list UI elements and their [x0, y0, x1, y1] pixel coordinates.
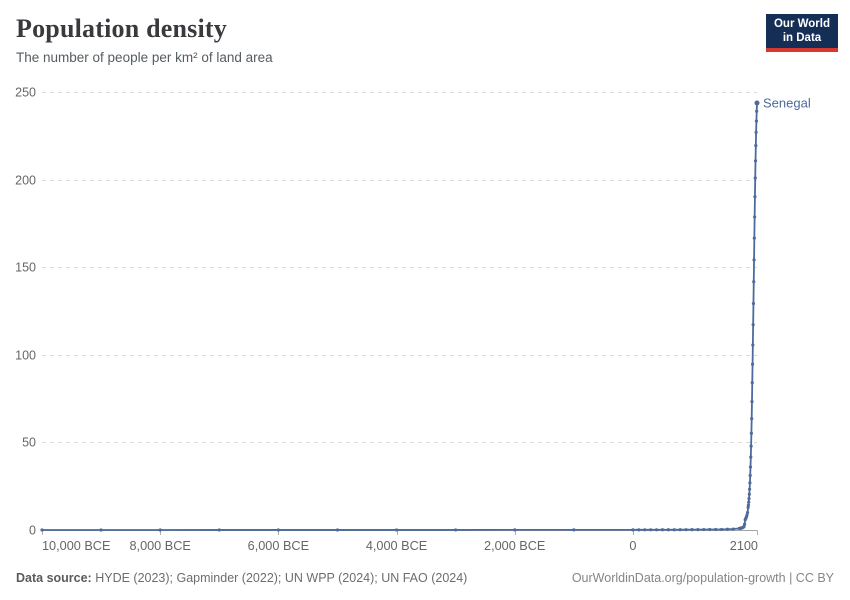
data-point-marker: [40, 528, 44, 532]
data-point-marker: [752, 236, 756, 240]
line-chart-canvas[interactable]: 0 50 100 150 200 250 10,000 BCE 8,000 BCE 6,000 …: [0, 80, 850, 572]
y-axis-tick-label: 0: [29, 524, 36, 538]
x-axis-tick-label: 2,000 BCE: [484, 539, 545, 553]
data-point-marker: [513, 528, 517, 532]
data-point-marker: [752, 258, 756, 262]
data-point-marker: [335, 528, 340, 532]
data-point-marker: [747, 500, 751, 504]
data-point-marker: [748, 465, 753, 469]
data-point-marker: [678, 528, 682, 532]
data-point-marker: [749, 444, 753, 448]
data-point-marker: [751, 323, 755, 327]
data-point-marker: [746, 503, 751, 507]
data-point-marker: [748, 487, 752, 491]
y-axis-tick-label: 50: [22, 436, 36, 450]
data-point-marker: [749, 455, 753, 459]
data-point-marker: [217, 528, 221, 532]
data-point-marker: [725, 527, 730, 531]
data-point-marker-end: [754, 100, 760, 106]
data-point-marker: [719, 527, 724, 532]
data-point-marker: [752, 280, 756, 284]
data-point-marker: [742, 522, 747, 526]
x-axis-tick-label: 8,000 BCE: [129, 539, 190, 553]
data-point-marker: [748, 473, 752, 478]
data-point-marker: [753, 159, 758, 163]
data-point-marker: [714, 527, 718, 532]
x-axis-tick-label: 0: [629, 539, 636, 553]
data-point-marker: [742, 525, 746, 529]
data-point-marker: [749, 431, 753, 435]
data-point-marker: [660, 528, 665, 532]
x-axis-tick-label: 10,000 BCE: [42, 539, 110, 553]
data-point-marker: [672, 528, 676, 532]
data-point-marker: [666, 528, 670, 532]
data-point-marker: [631, 528, 635, 532]
data-point-marker: [572, 528, 576, 532]
data-point-marker: [702, 527, 706, 532]
data-point-marker: [684, 528, 688, 532]
data-point-marker: [755, 109, 759, 113]
y-axis-tick-label: 250: [15, 86, 36, 100]
x-axis-tick-label: 4,000 BCE: [366, 539, 427, 553]
data-point-marker: [158, 528, 162, 532]
data-point-marker: [750, 416, 754, 421]
data-point-marker: [276, 528, 280, 532]
data-point-marker: [747, 497, 751, 501]
x-axis-tick-label: 6,000 BCE: [248, 539, 309, 553]
data-point-marker: [754, 130, 758, 134]
data-point-marker: [649, 528, 653, 532]
series-entity-label: Senegal: [763, 96, 811, 111]
data-point-marker: [394, 528, 399, 532]
y-axis-tick-label: 150: [15, 261, 36, 275]
data-point-marker: [753, 195, 757, 199]
data-point-marker: [637, 528, 641, 532]
chart-title: Population density: [16, 14, 227, 43]
data-point-marker: [753, 176, 757, 180]
data-source-note: Data source: HYDE (2023); Gapminder (202…: [16, 571, 467, 585]
data-point-marker: [753, 215, 757, 219]
owid-logo[interactable]: Our World in Data: [766, 14, 838, 52]
data-source-text: HYDE (2023); Gapminder (2022); UN WPP (2…: [91, 571, 468, 585]
data-point-marker: [696, 528, 700, 532]
data-point-marker: [745, 513, 749, 517]
data-point-marker: [750, 399, 754, 404]
data-source-label: Data source:: [16, 571, 92, 585]
owid-citation-link[interactable]: OurWorldinData.org/population-growth | C…: [571, 571, 834, 585]
data-point-marker: [745, 510, 750, 515]
y-axis-tick-label: 100: [15, 349, 36, 363]
chart-footer: Data source: HYDE (2023); Gapminder (202…: [16, 571, 834, 585]
data-point-marker: [643, 528, 647, 532]
chart-subtitle: The number of people per km² of land are…: [16, 50, 273, 65]
data-point-marker: [654, 528, 659, 532]
data-point-marker: [754, 119, 759, 123]
y-axis-tick-label: 200: [15, 174, 36, 188]
data-point-marker: [748, 481, 752, 485]
x-axis-tick-label: 2100: [730, 539, 758, 553]
data-point-marker: [750, 362, 755, 366]
data-point-marker: [754, 144, 758, 148]
owid-logo-line1: Our World: [773, 18, 830, 30]
data-point-marker: [731, 527, 735, 531]
data-point-marker: [751, 343, 755, 347]
data-point-marker: [751, 301, 756, 306]
data-point-marker: [690, 528, 694, 532]
data-point-marker: [99, 528, 103, 532]
data-point-marker: [747, 492, 751, 496]
data-line: [41, 102, 758, 531]
data-point-marker: [708, 527, 712, 532]
owid-logo-line2: in Data: [782, 32, 822, 44]
data-point-marker: [750, 381, 754, 385]
data-point-marker: [454, 528, 458, 532]
